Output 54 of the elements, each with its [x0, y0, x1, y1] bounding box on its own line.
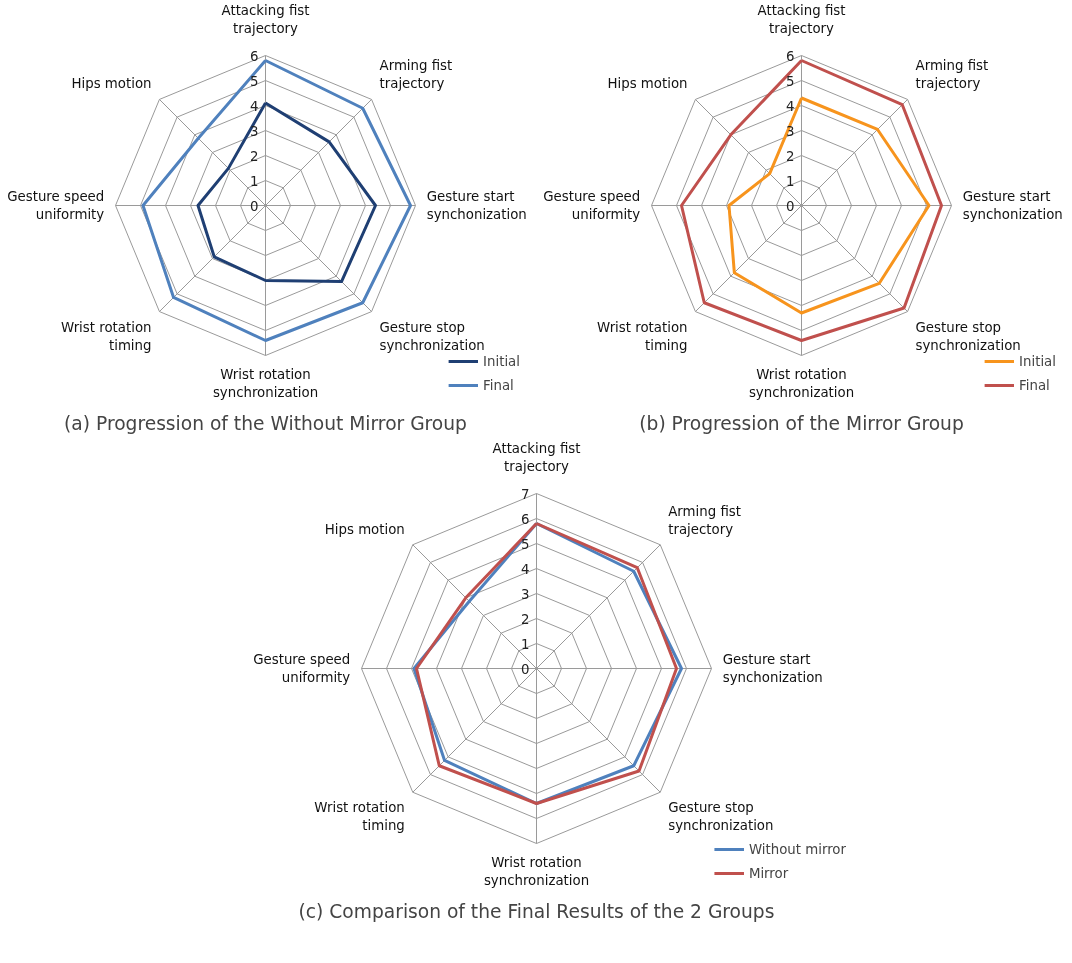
spoke-label: Gesture start synchonization [426, 189, 527, 222]
y-tick-label: 6 [521, 511, 530, 527]
spoke-label: Arming fist trajectory [668, 503, 741, 537]
legend-label: Final [1019, 377, 1050, 393]
spoke-label: Gesture speed uniformity [543, 189, 641, 222]
legend-label: Final [483, 377, 514, 393]
y-tick-label: 1 [250, 173, 259, 189]
y-tick-label: 2 [786, 148, 795, 164]
text: (b) Progression of the Mirror Group [639, 412, 964, 434]
y-tick-label: 5 [521, 536, 530, 552]
y-tick-label: 3 [521, 586, 530, 602]
legend-label: Mirror [748, 865, 789, 881]
spoke-label: Wrist rotation synchronization [212, 366, 319, 400]
y-tick-label: 0 [786, 198, 795, 214]
y-tick-label: 2 [521, 611, 530, 627]
y-tick-label: 4 [786, 98, 795, 114]
legend-label: Initial [483, 353, 520, 369]
y-tick-label: 0 [521, 661, 530, 677]
spoke-label: Wrist rotation timing [314, 800, 405, 834]
y-tick-label: 6 [786, 48, 795, 64]
y-tick-label: 1 [521, 636, 530, 652]
text: (a) Progression of the Without Mirror Group [64, 412, 467, 434]
y-tick-label: 0 [250, 198, 259, 214]
spoke-label: Arming fist trajectory [379, 58, 453, 92]
spoke-label: Hips motion [607, 76, 688, 92]
spoke-label: Gesture speed uniformity [253, 652, 351, 685]
y-tick-label: 5 [250, 73, 259, 89]
text: (c) Comparison of the Final Results of the 2 Groups [298, 900, 775, 922]
spoke-label: Wrist rotation timing [597, 319, 688, 353]
spoke-label: Wrist rotation synchronization [748, 366, 855, 400]
spoke-label: Attacking fist trajectory [757, 2, 846, 36]
legend-label: Initial [1019, 353, 1056, 369]
spoke-label: Gesture stop synchronization [379, 319, 485, 353]
spoke-label: Gesture stop synchronization [915, 319, 1021, 353]
y-tick-label: 6 [250, 48, 259, 64]
spoke-label: Gesture start synchonization [722, 652, 823, 685]
y-tick-label: 3 [250, 123, 259, 139]
spoke-label: Gesture start synchonization [962, 189, 1063, 222]
y-tick-label: 7 [521, 486, 530, 502]
y-tick-label: 5 [786, 73, 795, 89]
y-tick-label: 2 [250, 148, 259, 164]
spoke-label: Wrist rotation synchronization [483, 854, 590, 888]
spoke-label: Gesture stop synchronization [668, 800, 774, 834]
spoke-label: Hips motion [324, 521, 405, 537]
spoke-label: Arming fist trajectory [915, 58, 989, 92]
spoke-label: Attacking fist trajectory [221, 2, 310, 36]
spoke-label: Hips motion [71, 76, 152, 92]
y-tick-label: 4 [521, 561, 530, 577]
spoke-label: Wrist rotation timing [61, 319, 152, 353]
spoke-label: Attacking fist trajectory [492, 440, 581, 474]
spoke-label: Gesture speed uniformity [7, 189, 105, 222]
legend-label: Without mirror [748, 841, 846, 857]
y-tick-label: 4 [250, 98, 259, 114]
y-tick-label: 1 [786, 173, 795, 189]
